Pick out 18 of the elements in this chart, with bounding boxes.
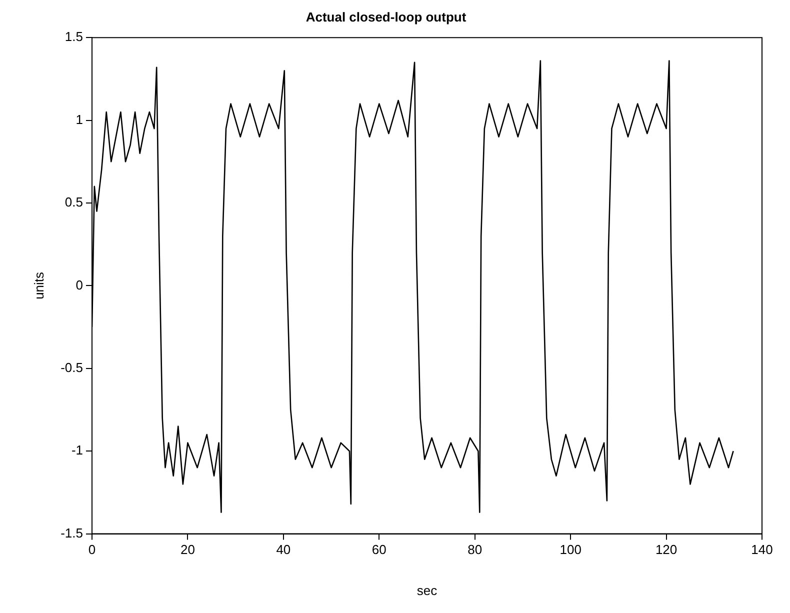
y-tick-label: 1.5 [64,29,83,44]
x-tick-label: 60 [372,542,386,558]
x-tick-label: 100 [560,542,582,558]
x-tick-label: 80 [468,542,482,558]
x-tick-label: 40 [276,542,291,558]
y-tick-label: -1 [71,442,83,458]
y-tick-label: -1.5 [60,525,83,540]
y-tick-label: 0 [76,277,83,292]
x-tick-label: 0 [88,542,96,558]
y-tick-label: 1 [76,112,83,127]
x-tick-label: 120 [655,542,678,558]
x-axis-title: sec [416,582,438,598]
y-tick-label: 0.5 [64,194,83,210]
x-tick-label: 20 [180,542,195,558]
chart-title: Actual closed-loop output [306,9,467,24]
y-tick-label: -0.5 [60,360,83,375]
y-axis-title: units [31,271,46,300]
x-tick-label: 140 [751,542,773,558]
